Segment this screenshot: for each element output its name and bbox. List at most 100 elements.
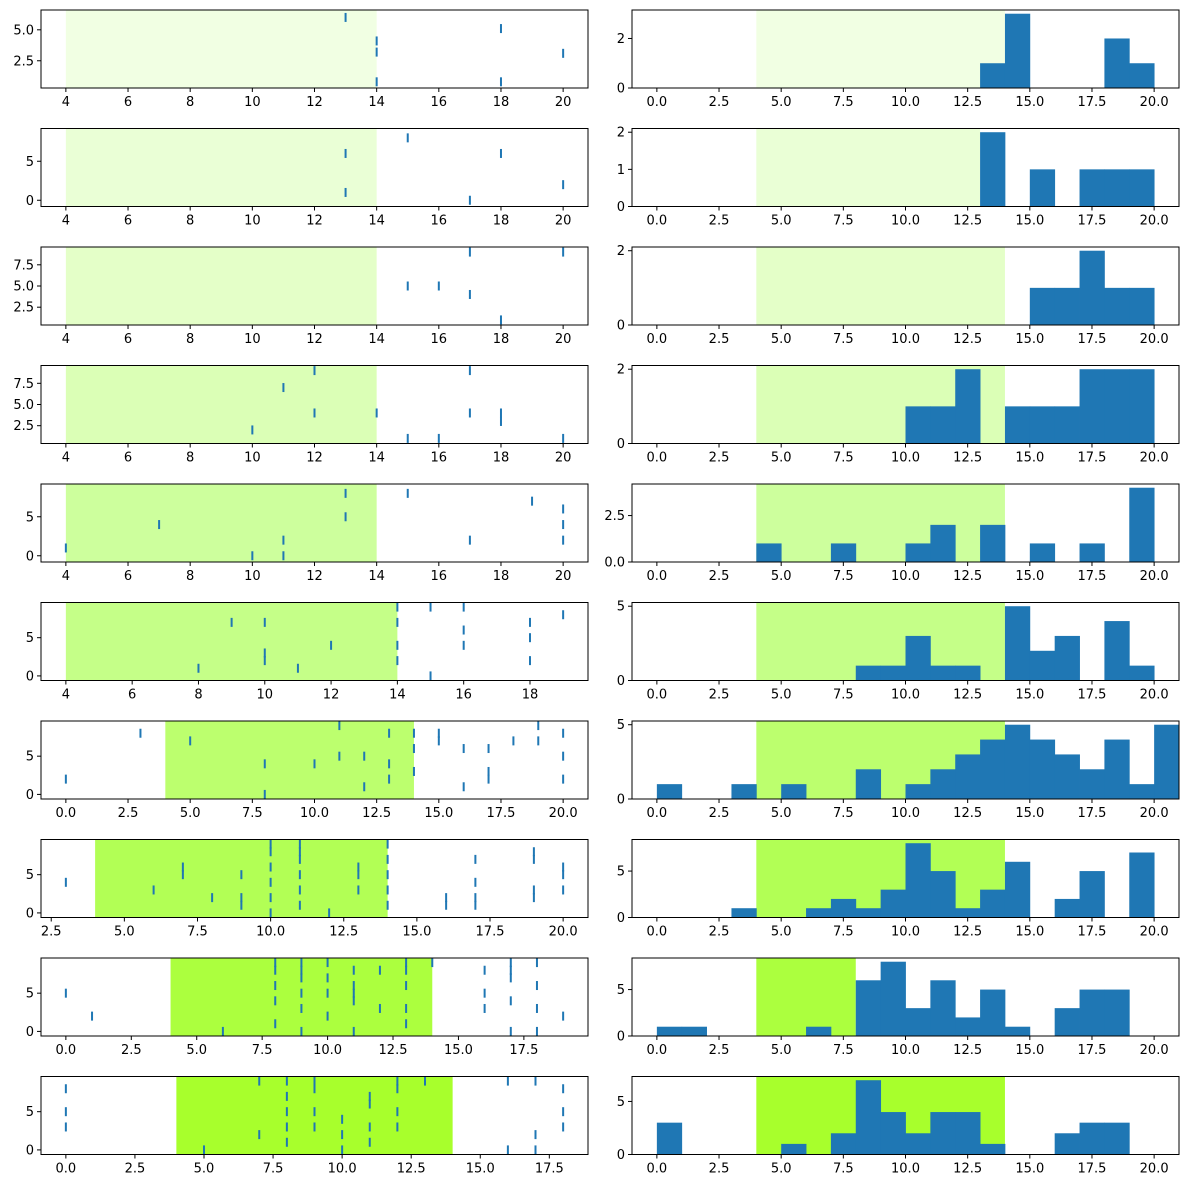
y-tick-label: 2.5: [13, 54, 34, 69]
histogram-bar: [656, 1026, 683, 1036]
histogram-bar: [1029, 650, 1056, 681]
histogram-bar: [905, 406, 931, 444]
x-tick-label: 16: [431, 95, 448, 110]
histogram-bar: [1004, 724, 1031, 799]
histogram-bar: [905, 843, 931, 918]
x-tick-label: 15.0: [444, 1043, 473, 1058]
x-tick-label: 16: [431, 451, 448, 466]
x-tick-label: 2.5: [41, 925, 62, 940]
x-tick-label: 10.0: [313, 1043, 342, 1058]
x-tick-label: 10.0: [891, 332, 920, 347]
x-tick-label: 16: [431, 214, 448, 229]
x-tick-label: 0.0: [56, 806, 77, 821]
histogram-bar: [855, 980, 882, 1036]
histogram-bar: [656, 1122, 683, 1155]
histogram-bar: [1004, 606, 1031, 681]
y-tick-label: 2.5: [13, 419, 34, 434]
histogram-bar: [880, 665, 906, 681]
histogram-bar: [681, 1026, 707, 1036]
histogram-bar: [1029, 406, 1056, 444]
histogram-bar: [1054, 1008, 1080, 1036]
x-tick-label: 15.0: [1015, 806, 1044, 821]
y-tick-label: 2: [617, 126, 625, 141]
x-tick-label: 12.5: [953, 569, 982, 584]
histogram-bar: [1129, 784, 1155, 799]
x-tick-label: 12: [306, 214, 323, 229]
axes-frame: [40, 1076, 589, 1155]
y-tick-label: 0: [26, 1143, 34, 1158]
x-tick-label: 7.5: [263, 1162, 284, 1177]
y-tick-label: 2: [617, 32, 625, 47]
x-tick-label: 17.5: [509, 1043, 538, 1058]
x-tick-label: 2.5: [709, 1043, 730, 1058]
y-tick-label: 0: [26, 549, 34, 564]
x-tick-label: 10.0: [300, 806, 329, 821]
histogram-bar: [1079, 169, 1105, 207]
x-tick-label: 7.5: [252, 1043, 273, 1058]
x-tick-label: 10: [244, 214, 261, 229]
x-tick-label: 15.0: [1015, 214, 1044, 229]
subplot-1-raster: 4 6 8 10 12 14 16 18 20 0 5: [26, 128, 589, 229]
histogram-bar: [1154, 724, 1180, 799]
histogram-bar: [1079, 989, 1105, 1036]
x-tick-label: 7.5: [242, 806, 263, 821]
x-tick-label: 12.5: [953, 1162, 982, 1177]
x-tick-label: 2.5: [121, 1043, 142, 1058]
x-tick-label: 20.0: [1140, 95, 1169, 110]
x-tick-label: 14: [389, 688, 406, 703]
x-tick-label: 14: [368, 95, 385, 110]
x-tick-label: 17.5: [487, 806, 516, 821]
histogram-bar: [806, 1026, 832, 1036]
y-tick-label: 0: [617, 793, 625, 808]
x-tick-label: 20.0: [549, 806, 578, 821]
x-tick-label: 14: [368, 214, 385, 229]
x-tick-label: 15.0: [1015, 925, 1044, 940]
x-tick-label: 5.0: [180, 806, 201, 821]
x-tick-label: 17.5: [1078, 688, 1107, 703]
subplot-3-histogram: 0.0 2.5 5.0 7.5 10.0 12.5 15.0 17.5 20.0 0 2: [617, 363, 1180, 466]
subplot-3-raster: 4 6 8 10 12 14 16 18 20 2.5 5.0 7.5: [13, 365, 589, 466]
y-tick-label: 5: [26, 750, 34, 765]
x-tick-label: 2.5: [709, 332, 730, 347]
histogram-bar: [1054, 635, 1080, 681]
x-tick-label: 7.5: [833, 451, 854, 466]
subplot-5-histogram: 0.0 2.5 5.0 7.5 10.0 12.5 15.0 17.5 20.0 0 5: [617, 600, 1180, 703]
x-tick-label: 5.0: [771, 332, 792, 347]
x-tick-label: 10.0: [891, 214, 920, 229]
shaded-region: [756, 128, 981, 207]
x-tick-label: 10.0: [891, 1162, 920, 1177]
shaded-region: [65, 10, 377, 88]
x-tick-label: 6: [124, 332, 132, 347]
histogram-bar: [955, 1017, 981, 1036]
x-tick-label: 2.5: [709, 806, 730, 821]
histogram-bar: [905, 1008, 931, 1036]
histogram-bar: [1104, 169, 1130, 207]
histogram-bar: [955, 1112, 981, 1155]
histogram-bar: [1104, 621, 1130, 681]
subplot-7-raster: 2.5 5.0 7.5 10.0 12.5 15.0 17.5 20.0 0 5: [26, 839, 589, 940]
x-tick-label: 4: [62, 332, 70, 347]
y-tick-label: 7.5: [13, 377, 34, 392]
y-tick-label: 5: [26, 1105, 34, 1120]
x-tick-label: 17.5: [535, 1162, 564, 1177]
histogram-bar: [905, 1133, 931, 1155]
x-tick-label: 10.0: [891, 451, 920, 466]
x-tick-label: 7.5: [833, 332, 854, 347]
x-tick-label: 20.0: [1140, 451, 1169, 466]
x-tick-label: 7.5: [833, 1162, 854, 1177]
subplot-0-histogram: 0.0 2.5 5.0 7.5 10.0 12.5 15.0 17.5 20.0 0 2: [617, 9, 1180, 110]
x-tick-label: 20.0: [1140, 332, 1169, 347]
x-tick-label: 20.0: [1140, 806, 1169, 821]
x-tick-label: 2.5: [118, 806, 139, 821]
x-tick-label: 6: [124, 569, 132, 584]
x-tick-label: 0.0: [647, 806, 668, 821]
x-tick-label: 5.0: [186, 1043, 207, 1058]
x-tick-label: 2.5: [709, 569, 730, 584]
histogram-bar: [1129, 487, 1155, 562]
x-tick-label: 5.0: [771, 1043, 792, 1058]
histogram-bar: [1079, 1122, 1105, 1155]
histogram-bar: [731, 908, 757, 918]
x-tick-label: 12: [306, 332, 323, 347]
x-tick-label: 12: [306, 451, 323, 466]
histogram-bar: [980, 739, 1006, 799]
